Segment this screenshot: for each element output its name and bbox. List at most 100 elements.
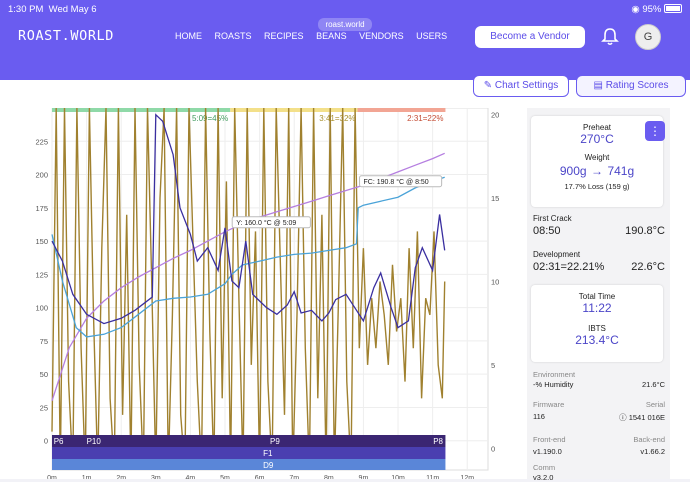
y-left-tick-label: 100: [35, 304, 48, 313]
y-right-tick-label: 0: [491, 444, 495, 453]
total-time-label: Total Time: [578, 292, 616, 301]
x-tick-label: 2m: [116, 475, 126, 479]
weight-in: 900g: [559, 164, 587, 178]
avatar[interactable]: G: [635, 24, 661, 50]
humidity-value: -% Humidity: [533, 380, 574, 389]
become-vendor-button[interactable]: Become a Vendor: [475, 26, 585, 48]
control-band-fan: [52, 447, 446, 459]
sidebar: ⋮ Preheat 270°C Weight 900g → 741g 17.7%…: [527, 108, 670, 482]
first-crack-time: 08:50: [533, 225, 561, 237]
weight-label: Weight: [584, 153, 610, 162]
x-tick-label: 4m: [186, 475, 196, 479]
series-line-ror: [51, 108, 446, 471]
x-tick-label: 0m: [47, 475, 57, 479]
x-tick-label: 7m: [289, 475, 299, 479]
weight-out: 741g: [607, 164, 635, 178]
bell-icon[interactable]: [600, 27, 620, 47]
annotation-box: [231, 216, 311, 229]
frontend-version: v1.190.0: [533, 447, 562, 456]
summary-card: ⋮ Preheat 270°C Weight 900g → 741g 17.7%…: [531, 116, 665, 207]
x-tick-label: 9m: [359, 475, 369, 479]
phase-label: 3:41=32%: [319, 114, 355, 123]
x-tick-label: 1m: [82, 475, 92, 479]
y-left-tick-label: 175: [35, 204, 48, 213]
weight-loss: 17.7% Loss (159 g): [564, 182, 630, 191]
y-left-tick-label: 25: [40, 403, 48, 412]
x-tick-label: 12m: [460, 475, 474, 479]
frontend-label: Front-end: [533, 435, 566, 444]
rating-scores-button[interactable]: ▤ Rating Scores: [576, 75, 686, 97]
x-tick-label: 10m: [391, 475, 405, 479]
comm-version: v3.2.0: [533, 473, 554, 482]
more-options-icon[interactable]: ⋮: [645, 121, 665, 141]
environment-label: Environment: [533, 370, 576, 379]
control-band-power: [52, 435, 446, 447]
backend-label: Back-end: [633, 435, 665, 444]
series-line-env: [51, 176, 445, 338]
url-bar[interactable]: roast.world: [318, 18, 372, 31]
ibts-value: 213.4°C: [575, 333, 619, 347]
annotation-label: Y: 160.0 °C @ 5:09: [236, 219, 296, 227]
first-crack-label: First Crack: [533, 214, 572, 223]
y-left-tick-label: 75: [40, 337, 48, 346]
x-tick-label: 11m: [426, 475, 439, 479]
control-label: P10: [87, 437, 102, 446]
control-label: P8: [433, 437, 443, 446]
y-right-tick-label: 15: [491, 194, 499, 203]
phase-label: 5:09=45%: [192, 114, 228, 123]
control-label: P9: [270, 437, 280, 446]
preheat-label: Preheat: [582, 123, 612, 132]
battery-percent: 95%: [642, 4, 662, 15]
battery-icon: [664, 4, 682, 13]
y-left-tick-label: 200: [35, 171, 48, 180]
versions-section: Front-end Back-end v1.190.0 v1.66.2: [533, 435, 665, 460]
x-tick-label: 5m: [220, 475, 230, 479]
nav-recipes[interactable]: RECIPES: [264, 31, 304, 41]
main-menu: HOME ROASTS RECIPES BEANS VENDORS USERS: [175, 31, 457, 41]
x-tick-label: 6m: [255, 475, 265, 479]
pencil-icon: ✎: [483, 80, 495, 91]
y-left-tick-label: 125: [35, 270, 48, 279]
ibts-label: IBTS: [588, 324, 606, 333]
backend-version: v1.66.2: [640, 447, 665, 456]
comm-section: Comm v3.2.0: [533, 463, 665, 482]
control-label: P6: [54, 437, 64, 446]
nav-home[interactable]: HOME: [175, 31, 202, 41]
phase-bar: [230, 108, 358, 112]
control-label: D9: [263, 461, 274, 470]
annotation-label: FC: 190.8 °C @ 8:50: [364, 178, 429, 186]
nav-users[interactable]: USERS: [416, 31, 448, 41]
y-right-tick-label: 10: [491, 277, 499, 286]
y-left-tick-label: 0: [44, 437, 48, 446]
roast-chart[interactable]: 0m 1m 2m 3m 4m 5m 6m 7m 8m 9m 10m 11m 12m02550751001…: [0, 108, 520, 479]
firmware-value: 116: [533, 412, 545, 421]
phase-label: 2:31=22%: [407, 114, 443, 123]
development-section: Development 02:31=22.21% 22.6°C: [533, 250, 665, 277]
phase-bar: [357, 108, 446, 112]
nav-roasts[interactable]: ROASTS: [214, 31, 252, 41]
preheat-value: 270°C: [580, 132, 614, 146]
time-card: Total Time 11:22 IBTS 213.4°C: [531, 285, 663, 362]
info-icon[interactable]: ⓘ: [619, 413, 629, 422]
chart-settings-button[interactable]: ✎ Chart Settings: [473, 75, 569, 97]
first-crack-temp: 190.8°C: [625, 225, 665, 237]
control-band-drum: [52, 459, 446, 470]
scores-icon: ▤: [593, 80, 606, 91]
environment-section: Environment -% Humidity 21.6°C: [533, 370, 665, 393]
annotation-box: [359, 175, 443, 188]
comm-label: Comm: [533, 463, 556, 472]
status-date: Wed May 6: [48, 4, 97, 15]
development-time: 02:31=22.21%: [533, 261, 605, 273]
environment-temp: 21.6°C: [641, 380, 665, 389]
x-tick-label: 3m: [151, 475, 161, 479]
wifi-icon: ◉: [631, 4, 640, 15]
nav-vendors[interactable]: VENDORS: [359, 31, 404, 41]
logo[interactable]: ROAST.WORLD: [18, 28, 115, 44]
development-label: Development: [533, 250, 581, 259]
y-left-tick-label: 150: [35, 237, 48, 246]
nav-beans[interactable]: BEANS: [316, 31, 347, 41]
phase-bar: [52, 108, 231, 112]
firmware-section: Firmware Serial 116 ⓘ 1541 016E: [533, 400, 665, 425]
first-crack-section: First Crack 08:50 190.8°C: [533, 214, 665, 241]
total-time-value: 11:22: [582, 301, 612, 315]
